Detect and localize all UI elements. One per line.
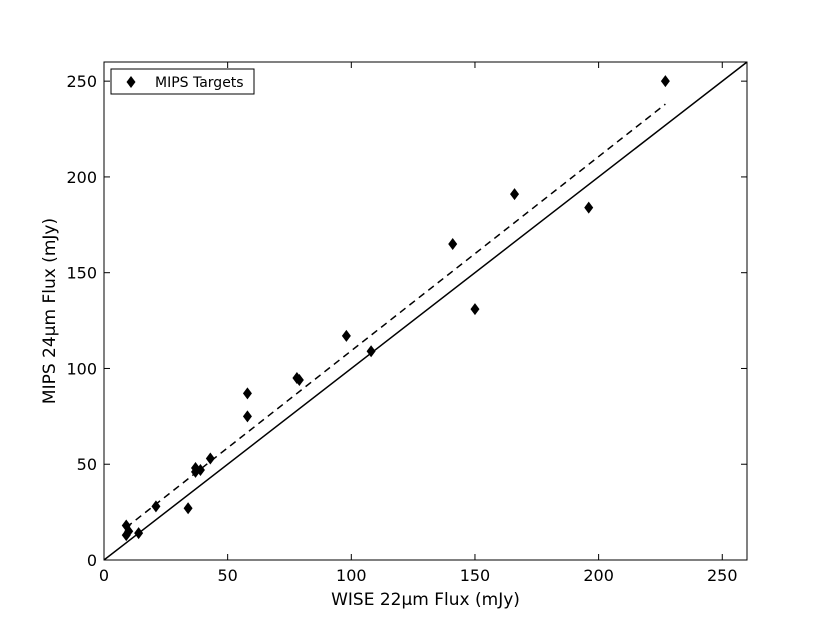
data-point <box>660 75 670 88</box>
x-tick-label: 200 <box>583 566 614 585</box>
data-point <box>183 502 193 515</box>
fit-line-dashed <box>125 103 666 529</box>
reference-lines <box>104 62 747 560</box>
x-axis-label: WISE 22μm Flux (mJy) <box>331 590 520 610</box>
data-point <box>294 373 304 386</box>
data-point <box>242 410 252 423</box>
data-point <box>124 525 134 538</box>
data-point <box>341 329 351 342</box>
x-tick-label: 100 <box>336 566 367 585</box>
x-tick-label: 250 <box>707 566 738 585</box>
legend: MIPS Targets <box>110 68 255 95</box>
y-tick-label: 200 <box>66 168 97 187</box>
data-point <box>195 463 205 476</box>
data-point <box>205 452 215 465</box>
y-tick-label: 0 <box>87 551 97 570</box>
one-to-one-line <box>104 62 747 560</box>
data-point <box>242 387 252 400</box>
y-tick-label: 100 <box>66 359 97 378</box>
y-tick-label: 250 <box>66 72 97 91</box>
plot-area-frame <box>103 61 748 561</box>
data-point <box>510 188 520 201</box>
data-point <box>470 303 480 316</box>
x-tick-label: 150 <box>460 566 491 585</box>
data-points <box>121 75 670 542</box>
data-point <box>584 201 594 214</box>
y-axis-label: MIPS 24μm Flux (mJy) <box>40 218 60 404</box>
y-tick-label: 50 <box>77 455 97 474</box>
axis-ticks: 0 50 100 150 200 250 0 50 100 150 200 250 <box>66 62 747 585</box>
x-tick-label: 50 <box>217 566 237 585</box>
legend-label: MIPS Targets <box>155 75 244 91</box>
legend-marker-diamond <box>126 76 136 88</box>
data-point <box>134 527 144 540</box>
x-tick-label: 0 <box>99 566 109 585</box>
y-tick-label: 150 <box>66 264 97 283</box>
data-point <box>448 237 458 250</box>
data-point <box>366 345 376 358</box>
data-point <box>151 500 161 513</box>
